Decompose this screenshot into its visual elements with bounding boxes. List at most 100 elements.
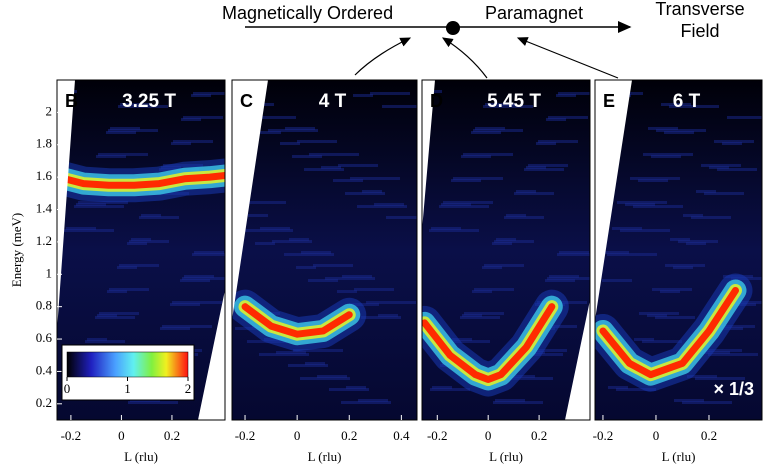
noise xyxy=(526,166,546,169)
noise xyxy=(473,129,523,132)
noise xyxy=(660,290,680,293)
x-tick-label: 0 xyxy=(118,428,125,443)
noise xyxy=(358,399,388,402)
noise xyxy=(141,214,161,217)
noise xyxy=(251,131,281,134)
paramagnet-label: Paramagnet xyxy=(485,3,583,23)
x-tick-label: 0.2 xyxy=(164,428,180,443)
noise xyxy=(128,401,178,404)
panel-frame xyxy=(56,79,226,421)
noise xyxy=(127,242,147,245)
noise xyxy=(647,314,667,317)
noise xyxy=(524,168,564,171)
critical-point xyxy=(446,21,460,35)
noise xyxy=(120,103,150,106)
noise xyxy=(714,140,754,143)
noise xyxy=(325,277,375,280)
noise xyxy=(686,242,706,245)
noise xyxy=(304,168,344,171)
panel xyxy=(595,80,762,420)
noise xyxy=(700,351,730,354)
noise xyxy=(329,388,369,391)
noise xyxy=(709,166,729,169)
noise xyxy=(172,301,222,304)
x-axis-label: L (rlu) xyxy=(124,449,158,464)
noise xyxy=(386,216,417,219)
noise xyxy=(171,142,191,145)
x-axis-label: L (rlu) xyxy=(308,449,342,464)
noise xyxy=(643,153,693,156)
noise xyxy=(504,216,544,219)
noise xyxy=(483,105,533,108)
noise xyxy=(494,240,534,243)
dispersion xyxy=(599,286,739,379)
y-tick-label: 1.2 xyxy=(36,233,52,248)
noise xyxy=(516,190,536,193)
noise xyxy=(382,105,417,108)
noise xyxy=(366,301,416,304)
noise xyxy=(506,214,526,217)
field-value: 4 T xyxy=(319,91,347,112)
noise xyxy=(243,229,293,232)
unmeasured-region xyxy=(595,80,632,320)
noise xyxy=(652,288,692,291)
x-tick-label: 0.2 xyxy=(531,428,547,443)
y-tick-label: 1.6 xyxy=(36,168,53,183)
noise xyxy=(648,127,678,130)
y-tick-label: 0.8 xyxy=(36,298,52,313)
noise xyxy=(259,353,309,356)
noise xyxy=(678,240,718,243)
noise xyxy=(74,205,124,208)
colorbar xyxy=(66,351,189,378)
noise xyxy=(430,388,470,391)
noise xyxy=(495,399,525,402)
y-tick-label: 0.6 xyxy=(36,330,53,345)
noise xyxy=(687,375,717,378)
noise xyxy=(182,277,225,280)
noise xyxy=(633,205,683,208)
panel-frame xyxy=(594,79,763,421)
noise xyxy=(341,401,391,404)
noise xyxy=(496,238,516,241)
noise xyxy=(139,216,179,219)
noise xyxy=(300,377,350,380)
noise xyxy=(193,92,225,95)
noise xyxy=(321,166,341,169)
noise xyxy=(547,277,590,280)
panel xyxy=(232,80,417,420)
colorbar-label: 1 xyxy=(124,381,131,396)
noise xyxy=(346,386,366,389)
noise xyxy=(183,116,223,119)
noise xyxy=(482,266,502,269)
noise xyxy=(493,401,543,404)
noise xyxy=(545,279,575,282)
noise xyxy=(475,127,505,130)
noise xyxy=(463,153,513,156)
noise xyxy=(370,92,410,95)
noise xyxy=(78,201,128,204)
noise xyxy=(549,275,579,278)
ordered-label: Magnetically Ordered xyxy=(222,3,393,23)
noise xyxy=(472,290,492,293)
y-tick-label: 1.8 xyxy=(36,136,52,151)
noise xyxy=(453,177,503,180)
x-tick-label: -0.2 xyxy=(427,428,448,443)
noise xyxy=(378,314,398,317)
x-tick-label: 0 xyxy=(485,428,492,443)
noise xyxy=(485,103,515,106)
noise xyxy=(620,229,670,232)
noise xyxy=(296,266,316,269)
y-tick-label: 1.4 xyxy=(36,201,53,216)
noise xyxy=(492,242,512,245)
noise xyxy=(345,192,385,195)
noise xyxy=(558,92,590,95)
noise xyxy=(285,127,315,130)
noise xyxy=(548,116,588,119)
x-tick-label: 0.2 xyxy=(341,428,357,443)
noise xyxy=(131,238,151,241)
noise xyxy=(97,314,117,317)
noise xyxy=(255,242,275,245)
noise xyxy=(180,279,210,282)
noise xyxy=(276,351,306,354)
noise xyxy=(670,238,690,241)
